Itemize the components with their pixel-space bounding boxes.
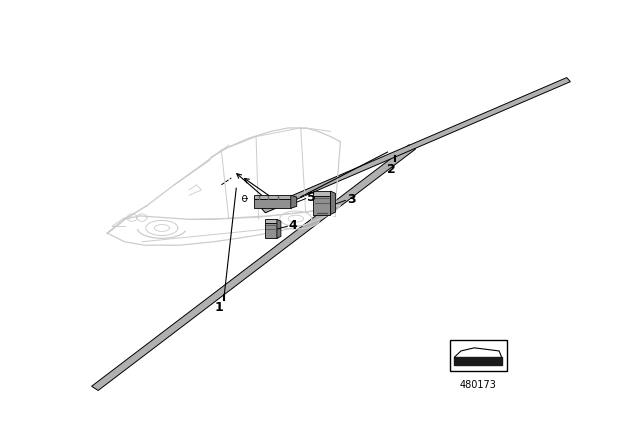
Polygon shape	[291, 195, 297, 208]
Polygon shape	[253, 199, 291, 208]
Polygon shape	[313, 191, 330, 196]
Bar	[449, 340, 507, 371]
Text: 1: 1	[214, 301, 223, 314]
Bar	[454, 357, 502, 365]
Polygon shape	[92, 145, 415, 391]
Text: 4: 4	[289, 219, 298, 232]
Polygon shape	[253, 195, 291, 199]
Text: 5: 5	[307, 191, 316, 204]
Polygon shape	[277, 220, 281, 238]
Polygon shape	[264, 223, 277, 238]
Polygon shape	[262, 78, 570, 213]
Text: 2: 2	[387, 163, 396, 176]
Text: 480173: 480173	[460, 380, 497, 390]
Polygon shape	[313, 196, 330, 215]
Polygon shape	[330, 191, 335, 215]
Text: 3: 3	[347, 193, 355, 206]
Polygon shape	[264, 220, 277, 223]
